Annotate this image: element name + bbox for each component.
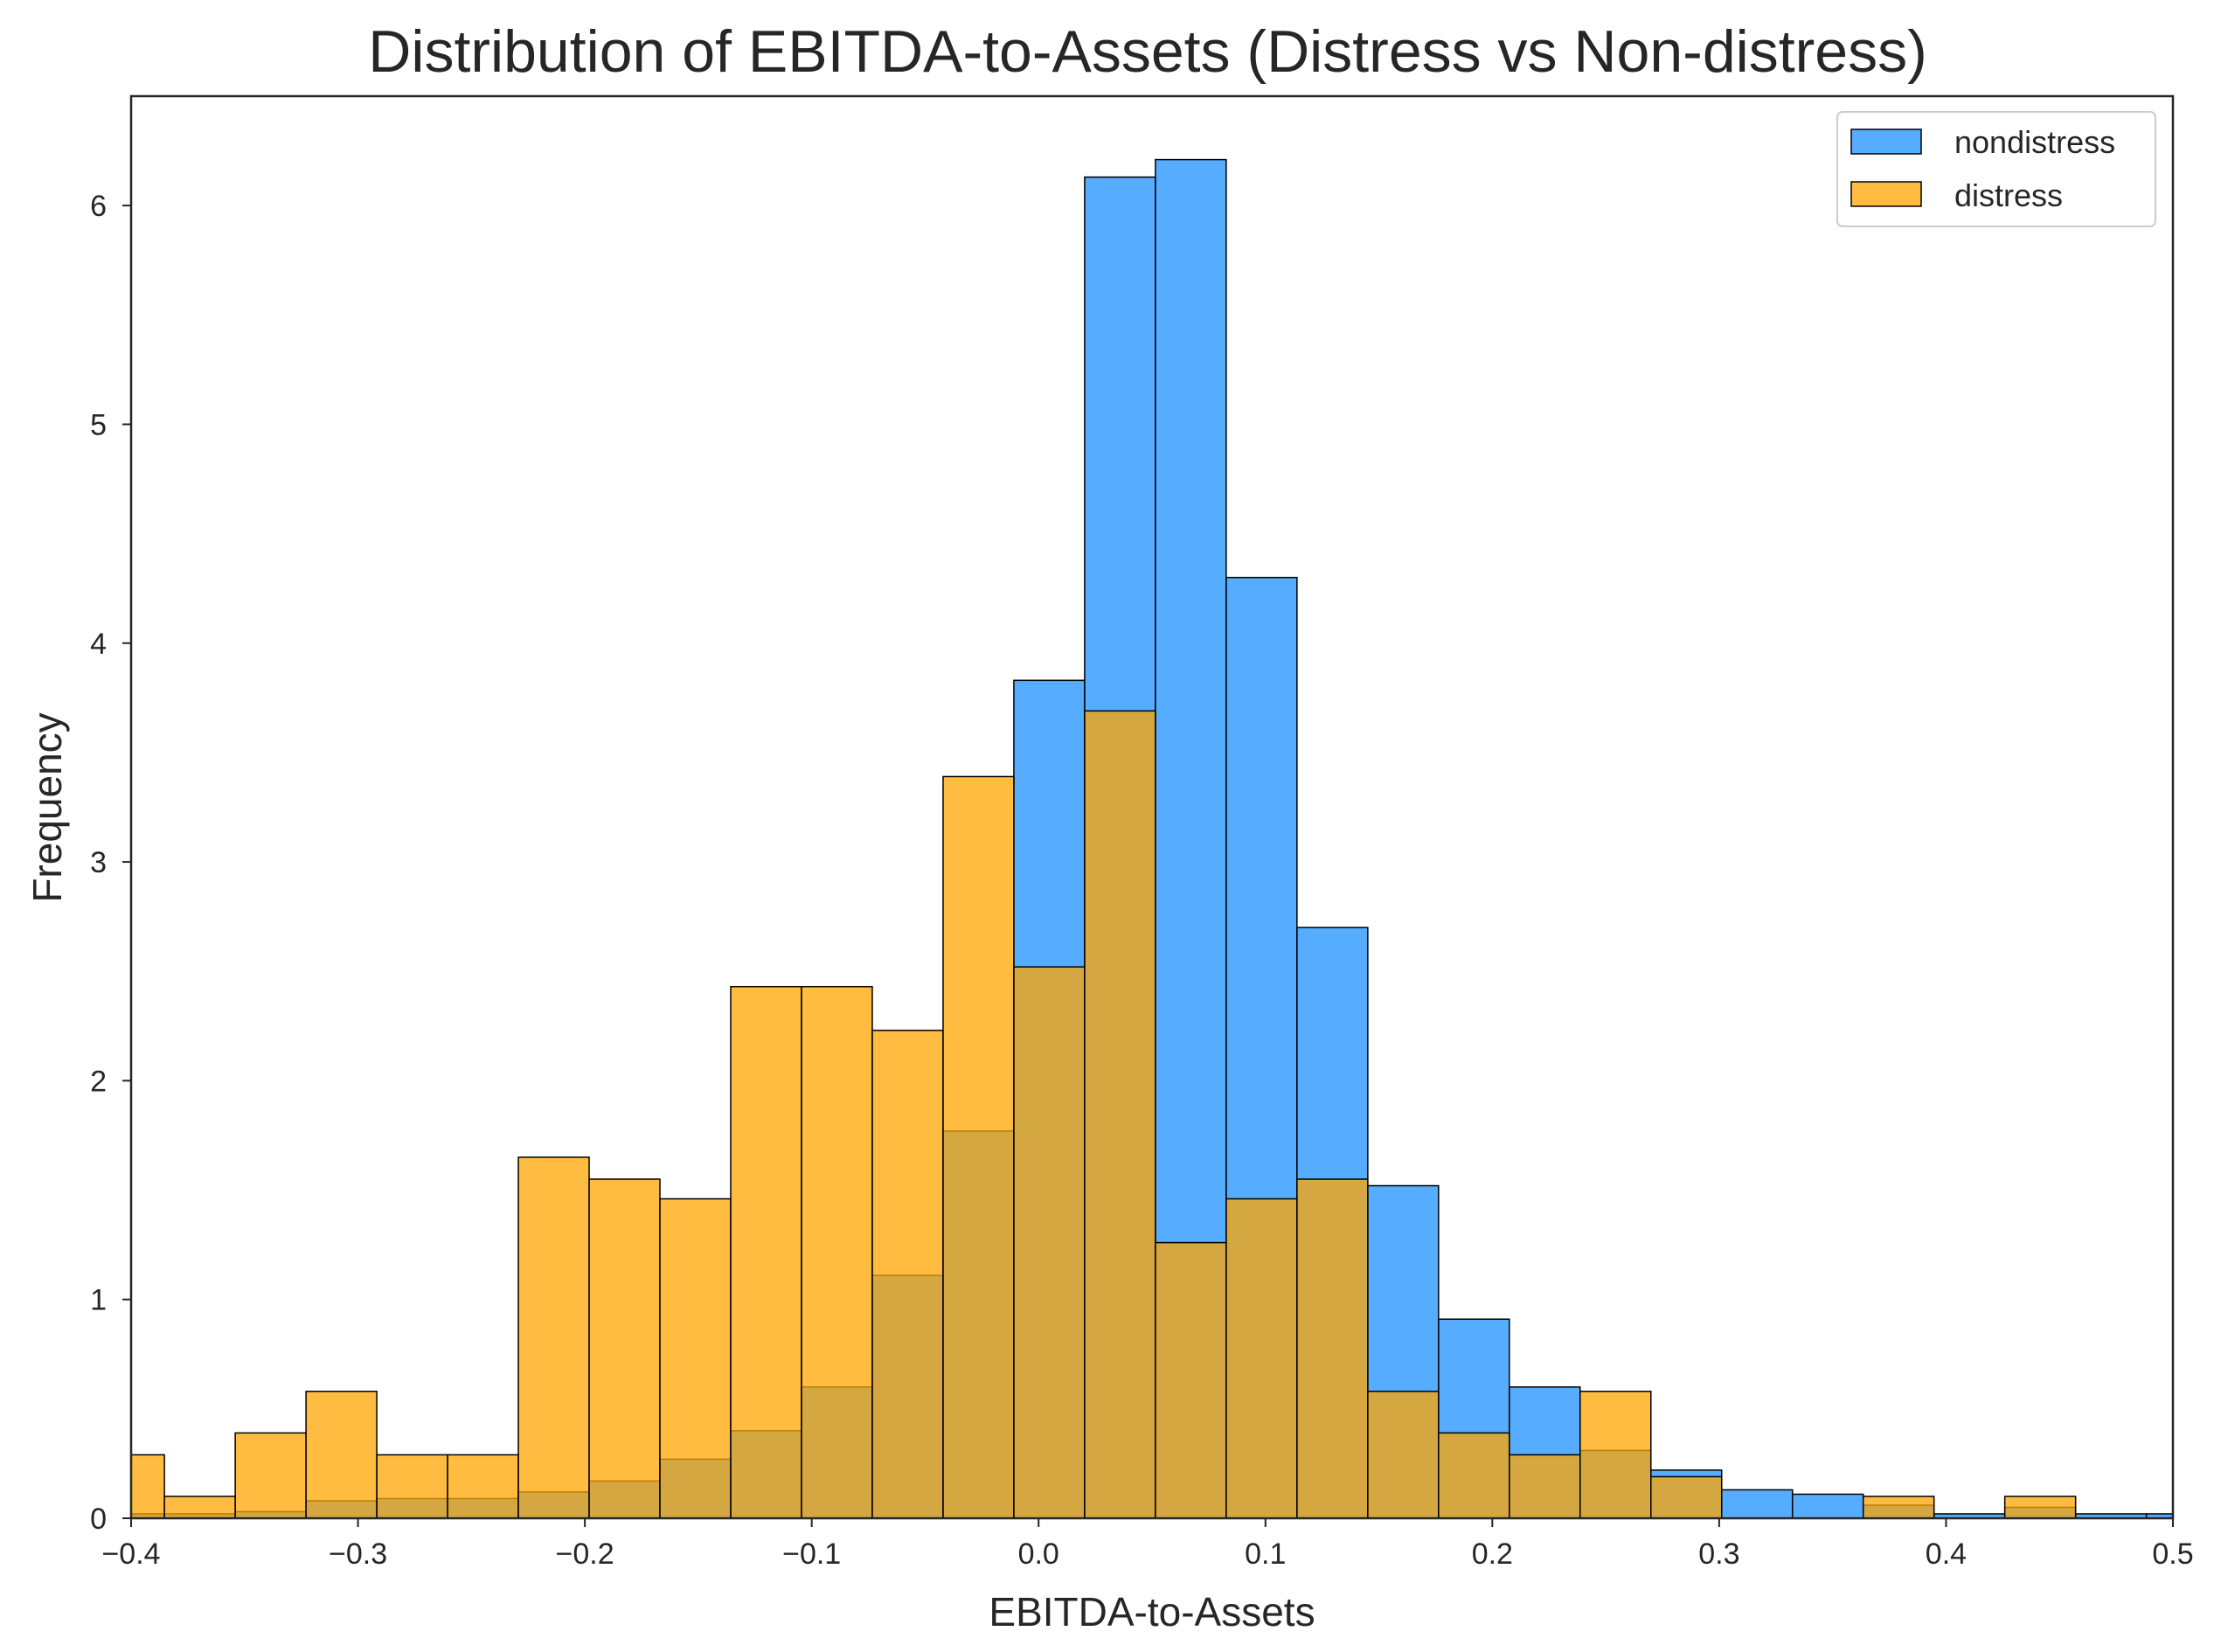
legend-label-nondistress: nondistress [1954, 124, 2115, 160]
bar-distress-18 [1367, 1391, 1440, 1518]
plot-frame [129, 94, 2175, 1520]
y-tick-label: 6 [90, 190, 107, 223]
x-tick-label: 0.3 [1698, 1537, 1739, 1571]
bar-distress-21 [1579, 1391, 1652, 1518]
bar-distress-11 [871, 1030, 944, 1518]
x-tick-label: 0.1 [1245, 1537, 1286, 1571]
bar-distress-20 [1509, 1454, 1581, 1518]
x-tick-label: 0.5 [2152, 1537, 2193, 1571]
y-tick-label: 0 [90, 1503, 107, 1536]
y-axis-label: Frequency [24, 712, 70, 902]
bar-nondistress-29 [2145, 1513, 2173, 1518]
x-axis-ticks: −0.4 −0.3 −0.2 −0.1 0.0 0.1 0.2 0.3 0.4 0.5 [101, 1518, 2194, 1571]
bar-distress-27 [2003, 1496, 2077, 1518]
x-tick-label: −0.2 [556, 1537, 614, 1571]
chart-title: Distribution of EBITDA-to-Assets (Distre… [368, 18, 1927, 85]
bar-distress-7 [588, 1178, 661, 1518]
legend-swatch-nondistress [1850, 128, 1922, 155]
bar-distress-5 [447, 1454, 519, 1518]
x-tick-label: 0.2 [1472, 1537, 1513, 1571]
bar-distress-3 [305, 1391, 378, 1518]
x-tick-label: 0.0 [1018, 1537, 1059, 1571]
y-tick-label: 1 [90, 1284, 107, 1317]
x-tick-label: −0.3 [329, 1537, 387, 1571]
bar-distress-15 [1155, 1241, 1227, 1518]
y-tick-label: 2 [90, 1065, 107, 1098]
plot-area [129, 94, 2175, 1520]
x-tick-label: −0.4 [101, 1537, 160, 1571]
x-axis-label: EBITDA-to-Assets [989, 1589, 1315, 1635]
bar-distress-10 [801, 986, 873, 1518]
legend-swatch-distress [1850, 181, 1922, 207]
bar-distress-8 [659, 1197, 732, 1518]
x-tick-label: −0.1 [782, 1537, 841, 1571]
x-tick-label: 0.4 [1926, 1537, 1967, 1571]
legend-label-distress: distress [1954, 177, 2063, 213]
y-tick-label: 5 [90, 408, 107, 441]
bar-distress-0 [131, 1454, 165, 1518]
bar-distress-9 [730, 986, 802, 1518]
bar-distress-17 [1296, 1178, 1369, 1518]
bar-distress-1 [163, 1496, 236, 1518]
bar-distress-2 [234, 1432, 307, 1518]
bar-distress-12 [942, 775, 1015, 1518]
y-tick-label: 4 [90, 628, 107, 661]
bar-distress-4 [376, 1454, 448, 1518]
legend: nondistress distress [1836, 111, 2156, 227]
bar-distress-22 [1650, 1475, 1723, 1518]
bar-distress-14 [1084, 710, 1156, 1518]
bar-distress-6 [517, 1156, 590, 1518]
series-distress-bars [131, 710, 2077, 1518]
y-tick-label: 3 [90, 846, 107, 879]
bar-nondistress-23 [1720, 1489, 1794, 1518]
bar-distress-16 [1225, 1197, 1298, 1518]
bar-distress-19 [1438, 1432, 1510, 1518]
y-axis-ticks: 0 1 2 3 4 5 6 [90, 190, 131, 1536]
bar-nondistress-24 [1791, 1493, 1864, 1518]
bar-distress-25 [1862, 1496, 1935, 1518]
bar-distress-13 [1013, 966, 1086, 1518]
